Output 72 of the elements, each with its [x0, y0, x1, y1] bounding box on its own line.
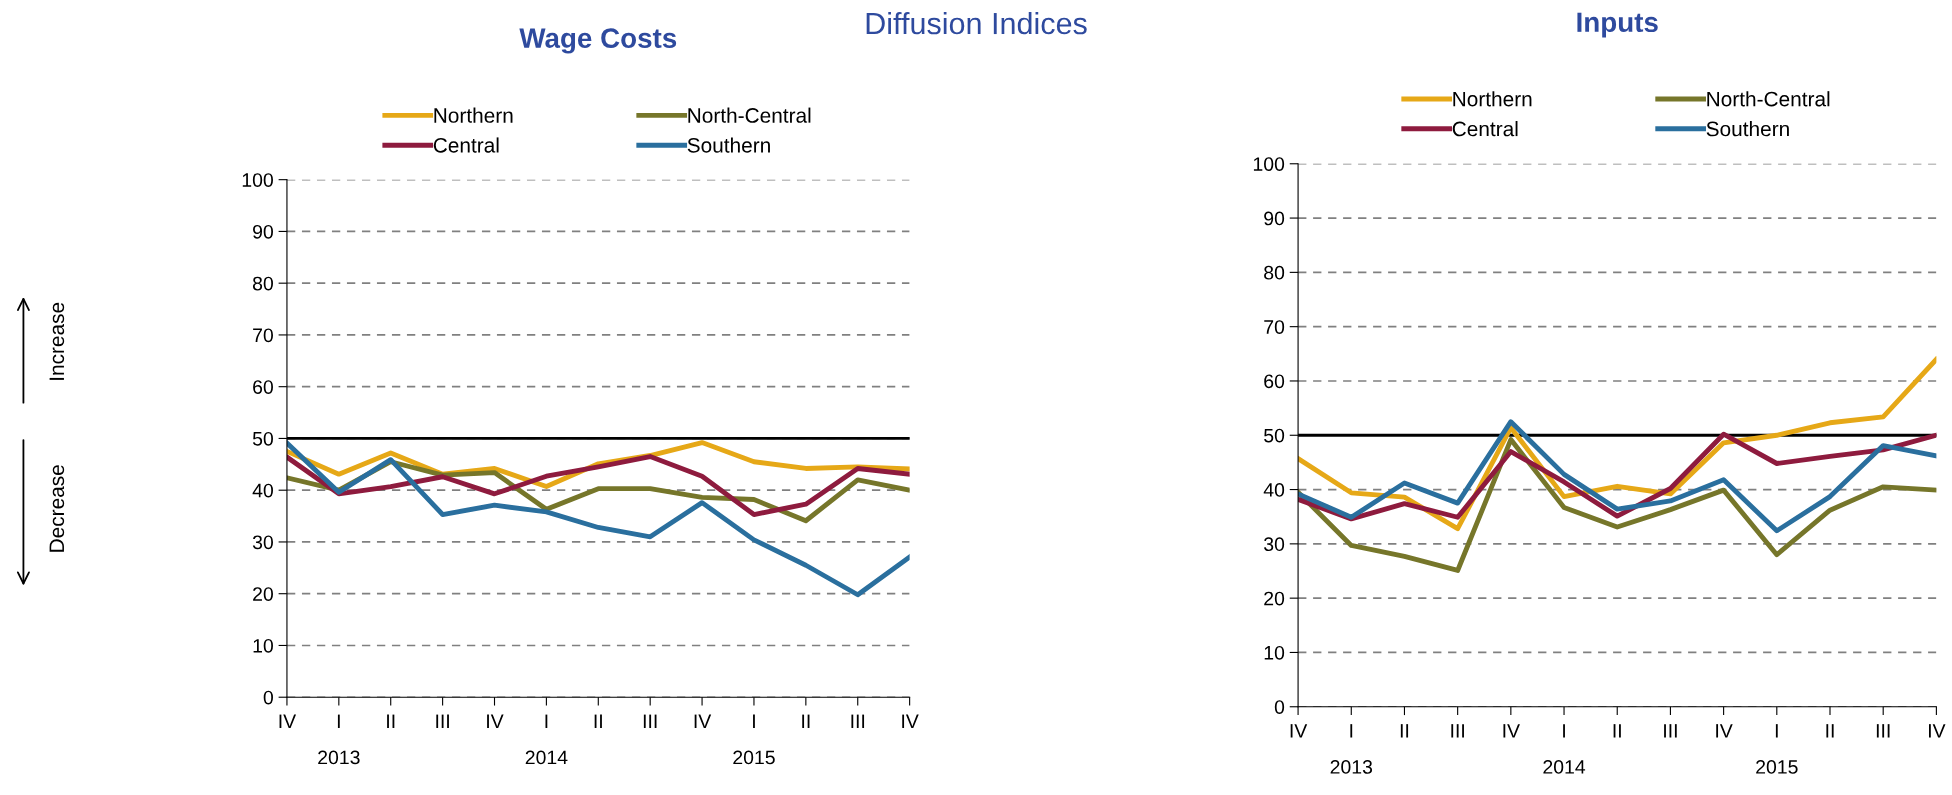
x-tick-label: I — [1350, 724, 1353, 738]
y-tick-label: 30 — [252, 535, 273, 550]
y-tick-label: 40 — [1263, 483, 1285, 497]
text: 2015 — [733, 750, 775, 765]
chart-title: Wage Costs — [519, 28, 677, 54]
y-tick-label: 30 — [1264, 537, 1285, 552]
line-series — [286, 440, 910, 598]
x-tick-label: IV — [487, 714, 504, 728]
x-tick-label: II — [802, 714, 810, 728]
y-tick-label: 80 — [1264, 265, 1285, 280]
y-tick-label: 40 — [252, 483, 273, 498]
x-tick-label: I — [1775, 724, 1778, 738]
legend-label: Southern — [1706, 120, 1789, 137]
legend-label: Northern — [434, 107, 513, 123]
x-tick-label: I — [337, 714, 340, 728]
y-tick-label: 90 — [1264, 211, 1285, 226]
y-tick-label: 10 — [253, 638, 273, 653]
text: 2014 — [525, 750, 568, 765]
x-tick-label: III — [1876, 724, 1890, 738]
text: 2013 — [1330, 760, 1373, 774]
y-tick-label: 50 — [1264, 428, 1285, 443]
x-tick-label: IV — [1928, 724, 1946, 738]
x-tick-label: II — [387, 714, 395, 728]
x-tick-label: I — [545, 714, 548, 728]
x-tick-label: II — [1400, 724, 1409, 738]
y-tick-label: 20 — [1264, 591, 1285, 606]
line-series — [1298, 431, 1937, 522]
x-tick-label: IV — [694, 714, 712, 728]
x-tick-label: IV — [902, 714, 919, 728]
legend-label: Southern — [687, 137, 770, 153]
y-tick-label: 70 — [253, 328, 273, 343]
text: 2015 — [1756, 760, 1798, 774]
legend-label: Central — [1452, 120, 1518, 137]
x-tick-label: I — [753, 714, 755, 728]
legend-label: Central — [433, 137, 499, 153]
y-tick-label: 10 — [1264, 645, 1285, 660]
text: Diffusion Indices — [866, 11, 1087, 35]
x-tick-label: II — [594, 714, 602, 728]
legend-label: Northern — [1453, 91, 1532, 107]
x-tick-label: III — [1664, 724, 1677, 738]
y-tick-label: 100 — [242, 173, 273, 187]
x-tick-label: IV — [279, 714, 297, 728]
y-tick-label: 100 — [1253, 157, 1285, 172]
y-tick-label: 80 — [252, 276, 273, 291]
x-tick-label: III — [851, 714, 865, 728]
y-tick-label: 0 — [1274, 700, 1285, 714]
line-series — [1298, 437, 1937, 573]
y-tick-label: 70 — [1264, 320, 1285, 334]
x-tick-label: II — [1613, 724, 1621, 738]
text: Decrease — [49, 465, 65, 552]
line-series — [286, 454, 910, 517]
x-tick-label: IV — [1503, 724, 1520, 738]
text: 2014 — [1543, 760, 1586, 774]
legend-label: North-Central — [688, 107, 811, 123]
y-tick-label: 0 — [263, 690, 273, 705]
x-tick-label: IV — [1716, 724, 1733, 738]
x-tick-label: III — [1451, 724, 1464, 738]
x-tick-label: III — [643, 714, 657, 728]
y-tick-label: 20 — [253, 587, 273, 601]
y-tick-label: 60 — [1264, 374, 1285, 389]
chart-title: Inputs — [1577, 12, 1658, 38]
legend-label: North-Central — [1707, 91, 1830, 107]
x-tick-label: III — [436, 714, 449, 728]
x-tick-label: IV — [1290, 724, 1308, 738]
x-tick-label: II — [1826, 724, 1834, 738]
text: Increase — [49, 302, 65, 380]
text: 2013 — [318, 750, 360, 765]
y-tick-label: 60 — [253, 380, 273, 394]
line-series — [1298, 419, 1937, 534]
y-tick-label: 90 — [253, 224, 273, 239]
x-tick-label: I — [1563, 724, 1565, 738]
y-tick-label: 50 — [252, 431, 273, 446]
